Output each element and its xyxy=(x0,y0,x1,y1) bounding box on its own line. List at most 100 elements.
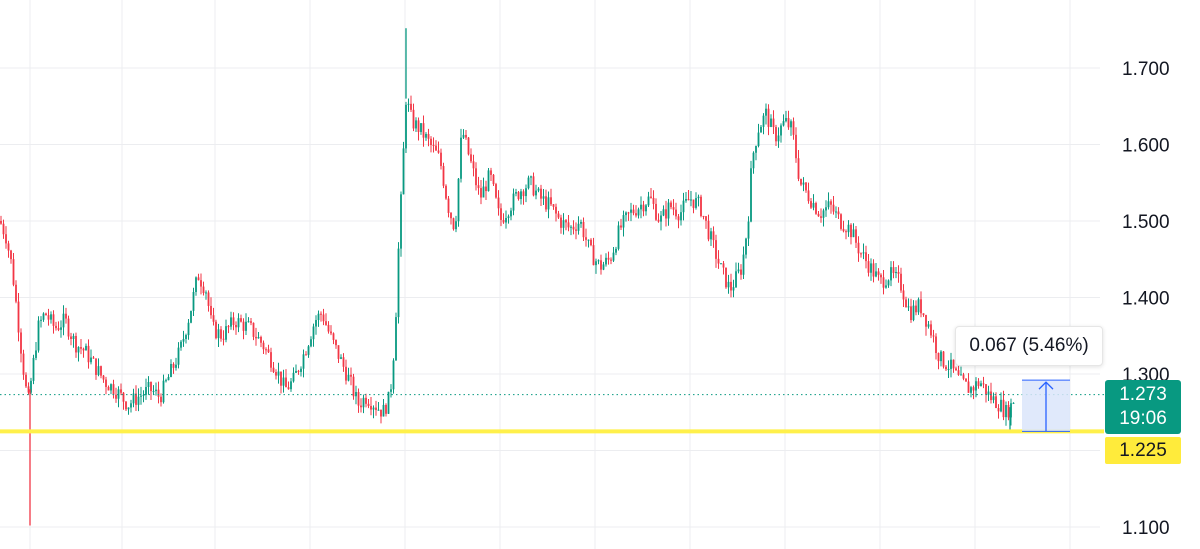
candle-body xyxy=(455,221,457,230)
candle-down xyxy=(972,385,975,400)
candle-body xyxy=(340,357,342,359)
candle-up xyxy=(515,188,517,197)
candle-body xyxy=(497,197,500,209)
candle-body xyxy=(645,205,647,212)
candle-up xyxy=(742,246,745,280)
candle-up xyxy=(195,276,197,296)
candle-body xyxy=(437,150,440,153)
candle-body xyxy=(425,133,427,138)
candle-down xyxy=(900,267,902,293)
candle-body xyxy=(515,192,517,194)
candle-up xyxy=(300,366,302,377)
candle-body xyxy=(310,339,312,347)
candle-body xyxy=(527,177,530,189)
candle-body xyxy=(662,209,665,216)
candle-down xyxy=(27,382,30,395)
candle-body xyxy=(757,132,760,147)
candle-down xyxy=(957,364,960,376)
candle-body xyxy=(900,273,902,291)
candle-down xyxy=(207,290,210,312)
candle-down xyxy=(497,190,500,216)
candle-up xyxy=(205,290,207,300)
candle-body xyxy=(262,342,265,350)
candle-body xyxy=(20,332,22,354)
candle-down xyxy=(915,300,917,316)
horizontal-level-tag[interactable]: 1.225 xyxy=(1105,437,1181,464)
candle-body xyxy=(867,261,870,273)
candle-up xyxy=(690,190,692,207)
candle-up xyxy=(630,202,632,222)
candle-down xyxy=(702,215,705,220)
candle-body xyxy=(782,121,785,126)
candle-body xyxy=(622,215,625,228)
candle-down xyxy=(550,188,552,206)
candle-body xyxy=(402,148,405,195)
candle-body xyxy=(760,126,762,133)
horizontal-level-layer[interactable] xyxy=(0,394,1104,434)
measure-tool[interactable] xyxy=(1022,379,1070,432)
candle-down xyxy=(502,213,505,224)
candle-body xyxy=(202,286,205,293)
candle-body xyxy=(670,202,672,208)
candle-body xyxy=(530,176,532,178)
candle-body xyxy=(680,212,682,221)
candle-body xyxy=(682,200,685,213)
candle-down xyxy=(857,236,860,262)
candle-body xyxy=(290,381,292,390)
candle-body xyxy=(130,403,132,408)
candle-down xyxy=(17,292,20,342)
candle-down xyxy=(452,217,455,231)
candle-up xyxy=(950,352,952,378)
candle-body xyxy=(452,218,455,230)
candle-up xyxy=(510,207,512,221)
candle-up xyxy=(420,123,422,135)
candle-down xyxy=(722,261,725,275)
candle-up xyxy=(752,151,755,174)
candle-down xyxy=(840,213,842,231)
candle-down xyxy=(275,369,277,380)
candle-body xyxy=(802,182,805,185)
candle-body xyxy=(812,203,815,208)
candle-down xyxy=(805,181,807,193)
candle-down xyxy=(215,319,217,340)
candle-up xyxy=(142,390,145,403)
candle-up xyxy=(37,316,40,353)
candle-up xyxy=(890,261,892,287)
candle-down xyxy=(255,327,257,346)
candle-body xyxy=(635,213,637,216)
candle-body xyxy=(47,315,50,320)
candle-body xyxy=(632,209,635,214)
candle-down xyxy=(2,219,5,239)
candle-up xyxy=(482,177,485,198)
candle-body xyxy=(1007,405,1010,418)
candle-up xyxy=(307,344,310,358)
candle-up xyxy=(237,313,240,333)
candle-down xyxy=(82,347,85,358)
candle-down xyxy=(327,321,330,334)
candle-body xyxy=(297,370,300,372)
candle-body xyxy=(390,389,392,392)
candle-down xyxy=(730,273,732,298)
candle-down xyxy=(107,385,110,391)
candle-body xyxy=(260,337,262,343)
candle-body xyxy=(977,381,980,387)
candle-body xyxy=(675,209,677,217)
candle-body xyxy=(480,188,482,198)
candle-body xyxy=(745,238,747,255)
candle-body xyxy=(55,325,57,329)
candle-body xyxy=(982,383,985,385)
candle-body xyxy=(40,319,42,321)
candle-up xyxy=(587,239,590,248)
candle-body xyxy=(327,324,330,332)
candle-body xyxy=(987,391,990,395)
candle-down xyxy=(47,308,50,326)
candle-down xyxy=(817,210,820,217)
candle-down xyxy=(997,404,1000,419)
candle-down xyxy=(437,141,440,154)
candle-body xyxy=(360,405,362,408)
candle-body xyxy=(160,396,162,403)
candle-down xyxy=(687,189,690,201)
candle-body xyxy=(240,318,242,322)
candle-body xyxy=(82,348,85,351)
